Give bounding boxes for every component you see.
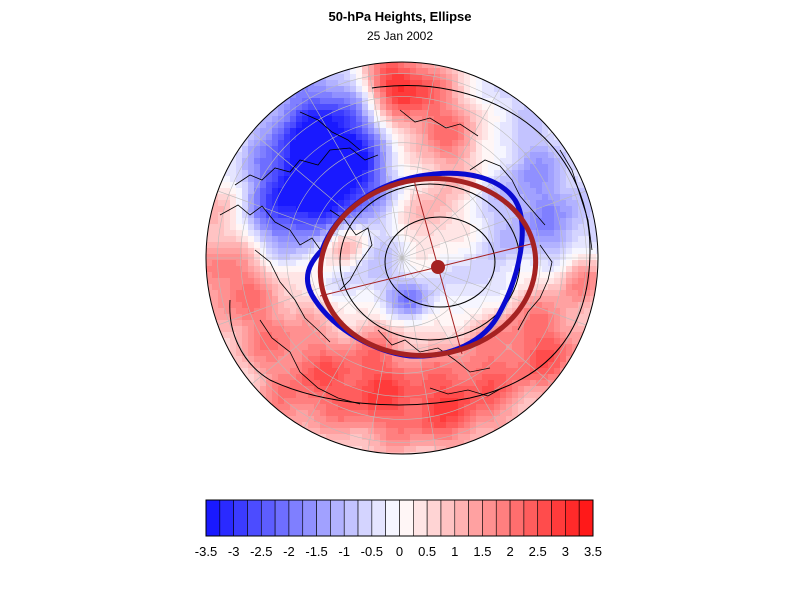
colorbar-tick-label: -3	[228, 544, 240, 559]
ellipse-major-axis	[437, 242, 536, 268]
colorbar-swatch	[468, 499, 483, 537]
colorbar-tick-label: 3	[562, 544, 569, 559]
chart-subtitle: 25 Jan 2002	[366, 29, 434, 43]
colorbar-tick-label: -2	[283, 544, 295, 559]
colorbar-swatch	[426, 499, 442, 537]
colorbar-tick-label: 0	[396, 544, 403, 559]
colorbar-tick-label: -1	[338, 544, 350, 559]
colorbar-tick-label: 2	[506, 544, 513, 559]
colorbar-swatch	[385, 499, 400, 537]
ellipse-minor-axis	[413, 179, 439, 268]
colorbar-swatch	[205, 499, 221, 537]
colorbar-swatch	[274, 499, 290, 537]
colorbar-tick-label: 1.5	[473, 544, 491, 559]
colorbar-tick-label: -2.5	[250, 544, 272, 559]
fitted-ellipse	[317, 176, 539, 358]
colorbar-swatch	[233, 499, 248, 537]
colorbar-swatch	[537, 499, 552, 537]
colorbar-swatch	[440, 499, 456, 537]
coastlines	[219, 109, 593, 405]
chart-title: 50-hPa Heights, Ellipse	[328, 9, 472, 24]
colorbar-swatch	[219, 499, 234, 537]
colorbar-swatch	[551, 499, 566, 537]
vortex-edge	[304, 170, 525, 359]
colorbar-tick-label: -3.5	[195, 544, 217, 559]
colorbar-tick-label: 1	[451, 544, 458, 559]
colorbar-swatch	[399, 499, 414, 537]
colorbar-swatch	[495, 499, 511, 537]
colorbar-frame	[205, 499, 594, 537]
colorbar-swatch	[343, 499, 359, 537]
colorbar-swatch	[371, 499, 386, 537]
colorbar-swatch	[260, 499, 276, 537]
colorbar-swatch	[302, 499, 317, 537]
colorbar-swatch	[288, 499, 304, 537]
colorbar-swatch	[247, 499, 262, 537]
colorbar-tick-label: -1.5	[305, 544, 327, 559]
ellipse-center	[431, 260, 445, 274]
colorbar-tick-label: 0.5	[418, 544, 436, 559]
colorbar-swatch	[565, 499, 580, 537]
colorbar-swatch	[482, 499, 497, 537]
colorbar-swatch	[523, 499, 539, 537]
colorbar-swatch	[454, 499, 469, 537]
colorbar-tick-label: 3.5	[584, 544, 602, 559]
colorbar-swatch	[413, 499, 428, 537]
ellipse-major-axis	[319, 266, 439, 297]
colorbar-tick-label: -0.5	[361, 544, 383, 559]
colorbar-tick-label: 2.5	[529, 544, 547, 559]
map-boundary	[205, 61, 599, 455]
ellipse-minor-axis	[437, 266, 463, 355]
colorbar-swatch	[316, 499, 331, 537]
colorbar-swatch	[330, 499, 345, 537]
colorbar-swatch	[509, 499, 525, 537]
colorbar-swatch	[578, 499, 594, 537]
colorbar-swatch	[357, 499, 373, 537]
